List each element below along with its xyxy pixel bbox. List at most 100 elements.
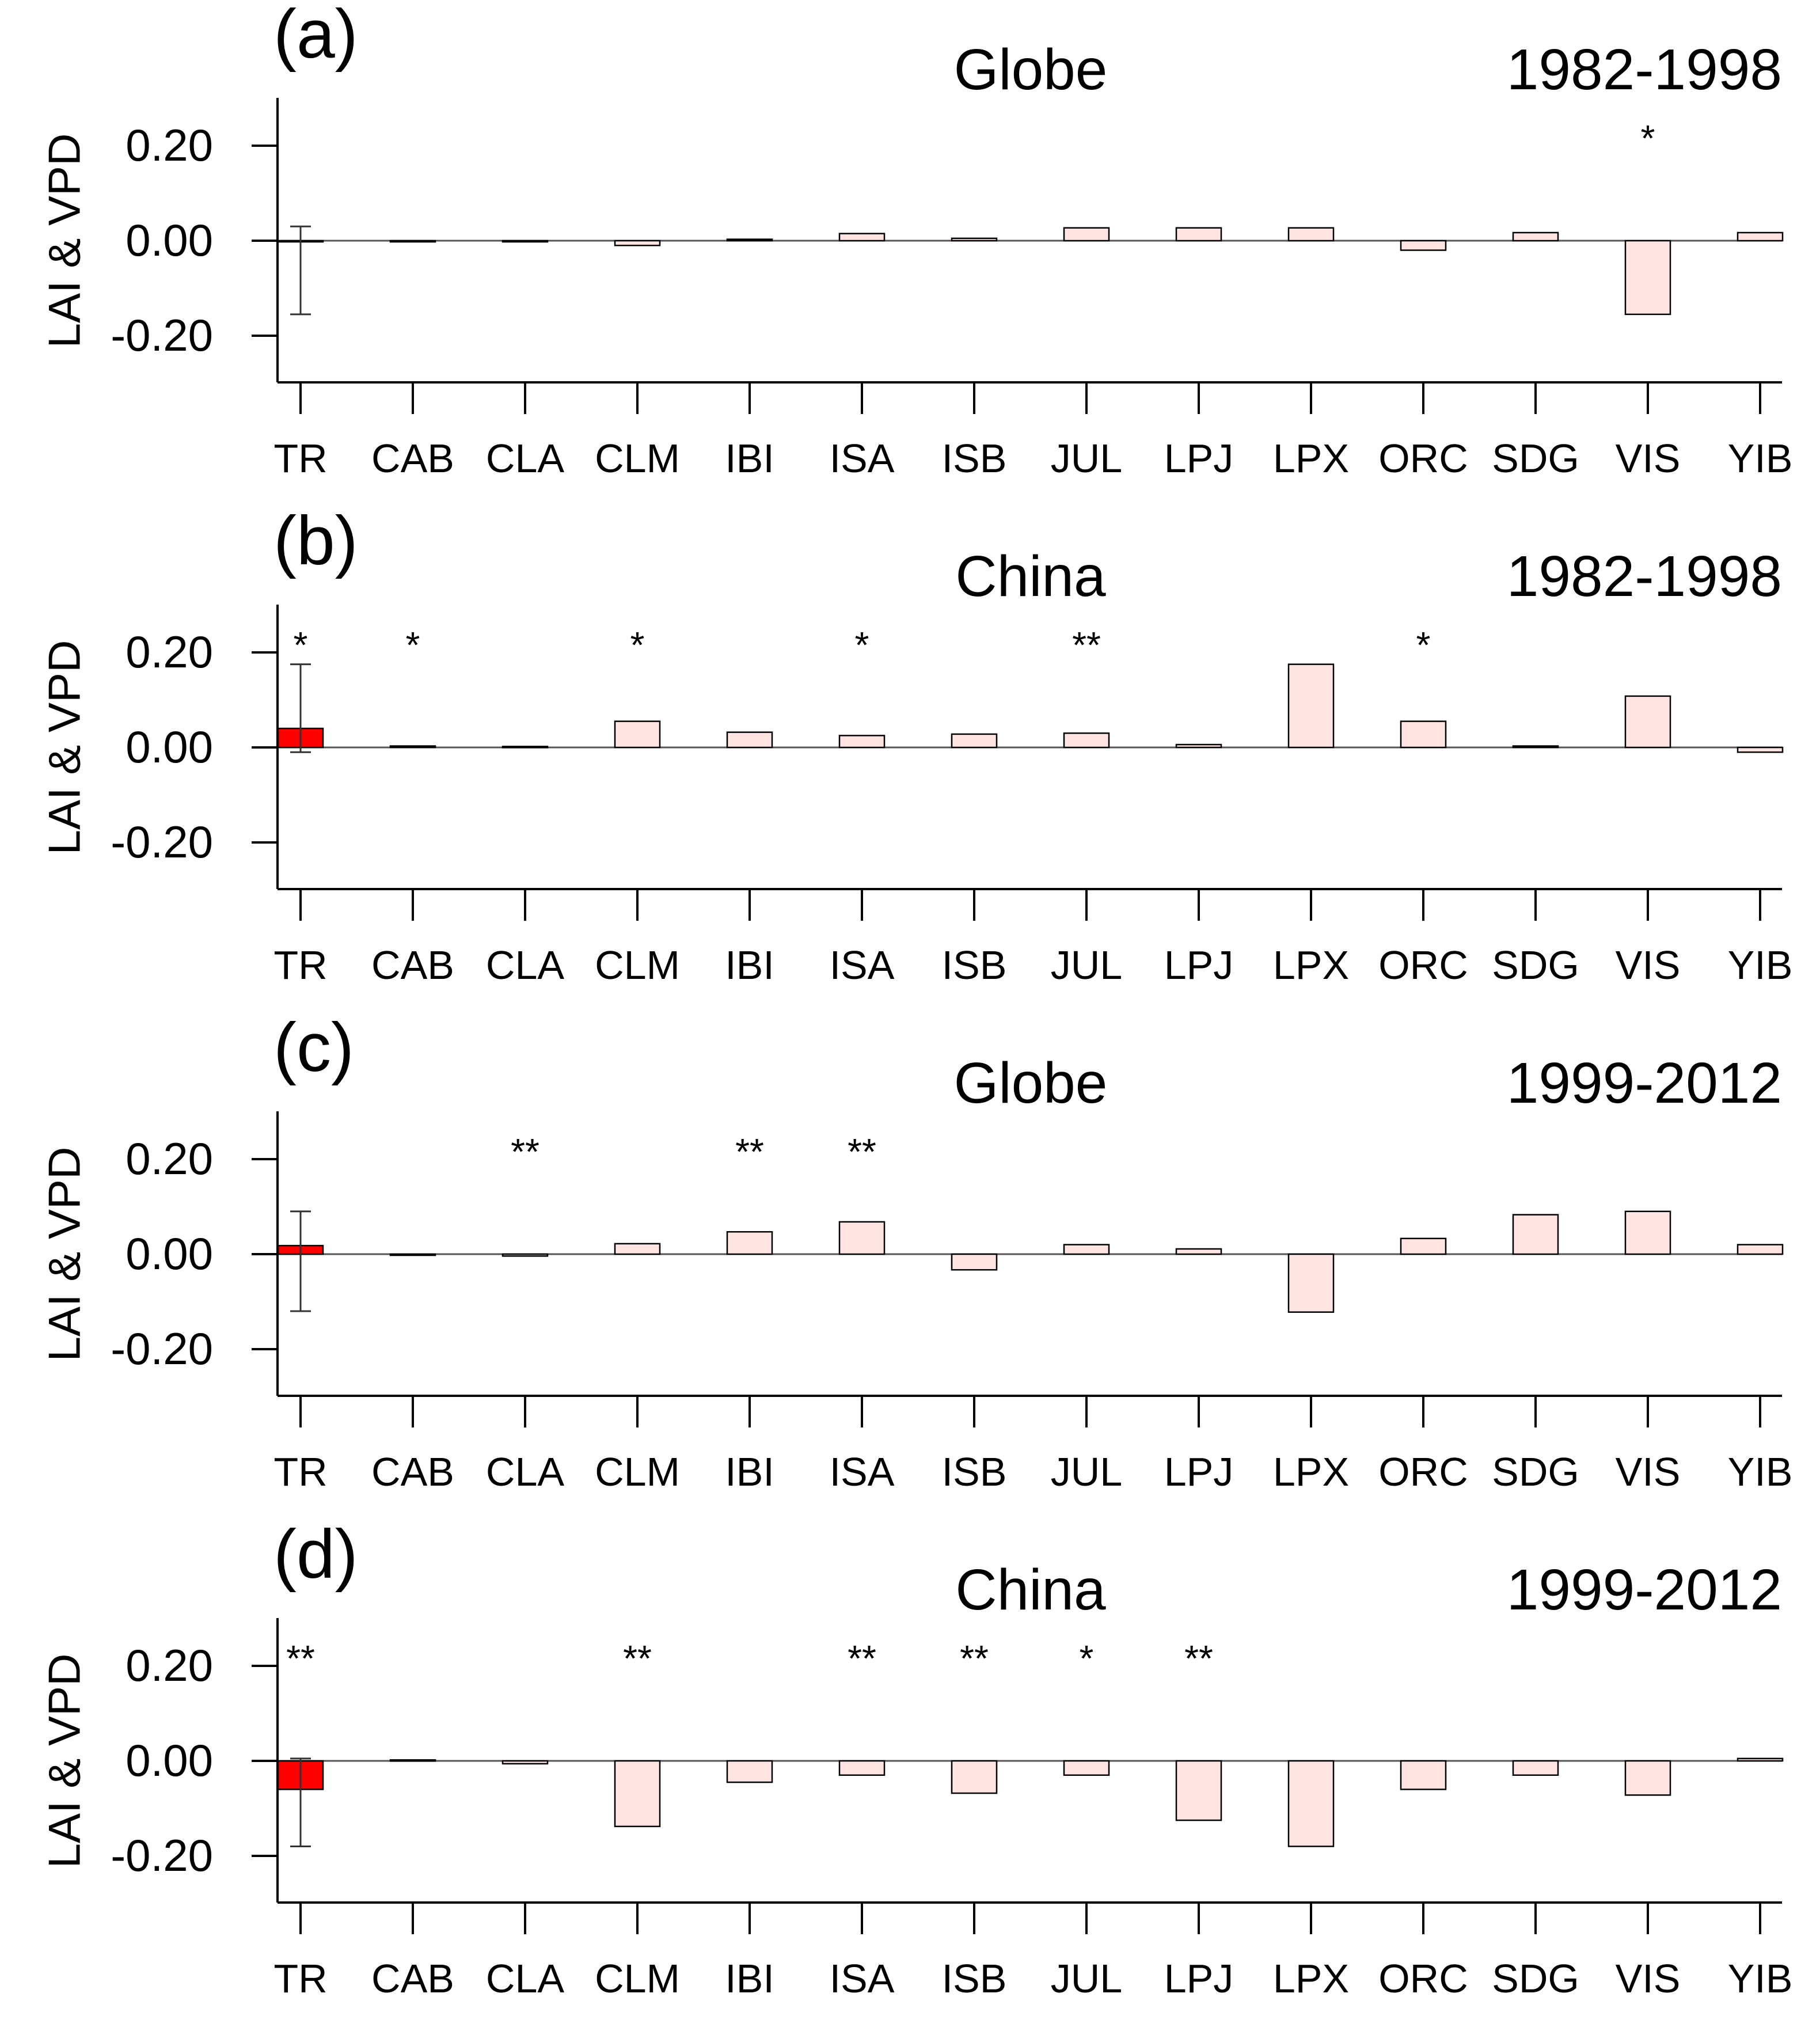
bar-isa bbox=[838, 1760, 886, 1776]
x-tick-label: LPJ bbox=[1164, 1956, 1234, 2001]
significance-mark: * bbox=[1416, 624, 1431, 666]
chart-title: China bbox=[955, 544, 1106, 609]
x-tick-label: CAB bbox=[371, 1449, 454, 1494]
panel-label: (a) bbox=[273, 0, 358, 73]
panel-a: (a) Globe 1982-1998 LAI & VPD 0.20 0.00 -0.20 *… bbox=[39, 0, 1793, 481]
x-tick-label: TR bbox=[273, 1956, 327, 2001]
y-tick-label: -0.20 bbox=[111, 1830, 213, 1881]
x-tick-label: ORC bbox=[1378, 1449, 1468, 1494]
bar-lpj bbox=[1175, 743, 1222, 749]
bar-sdg bbox=[1512, 231, 1559, 242]
bar-ibi bbox=[726, 731, 773, 749]
x-tick-label: LPJ bbox=[1164, 1449, 1234, 1494]
y-tick-label: 0.20 bbox=[126, 120, 213, 170]
x-tick-label: SDG bbox=[1492, 943, 1579, 988]
y-axis-label: LAI & VPD bbox=[39, 134, 90, 348]
x-tick-label: CLM bbox=[595, 943, 680, 988]
bar-jul bbox=[1063, 1244, 1110, 1255]
y-tick-label: 0.00 bbox=[126, 722, 213, 772]
bar-clm bbox=[614, 1243, 661, 1255]
bar-ibi bbox=[726, 238, 773, 242]
x-tick-label: CAB bbox=[371, 943, 454, 988]
chart-period: 1999-2012 bbox=[1507, 1558, 1782, 1622]
bar-isb bbox=[951, 1760, 998, 1794]
x-tick-label: CLA bbox=[486, 436, 564, 481]
x-tick-label: VIS bbox=[1616, 1449, 1681, 1494]
chart-period: 1982-1998 bbox=[1507, 37, 1782, 102]
y-tick-label: 0.20 bbox=[126, 1640, 213, 1691]
significance-mark: * bbox=[1641, 117, 1655, 159]
x-tick-label: TR bbox=[273, 943, 327, 988]
chart-title: China bbox=[955, 1558, 1106, 1622]
y-tick-label: 0.20 bbox=[126, 626, 213, 677]
bar-cab bbox=[389, 745, 436, 749]
bar-cab bbox=[389, 240, 436, 243]
bar-lpj bbox=[1175, 227, 1222, 242]
bar-clm bbox=[614, 240, 661, 246]
x-tick-label: CAB bbox=[371, 436, 454, 481]
y-tick-label: -0.20 bbox=[111, 817, 213, 867]
x-tick-label: LPJ bbox=[1164, 436, 1234, 481]
bar-isb bbox=[951, 1253, 998, 1271]
x-tick-label: YIB bbox=[1728, 436, 1793, 481]
bar-orc bbox=[1400, 240, 1447, 251]
x-tick-label: JUL bbox=[1051, 943, 1122, 988]
x-tick-label: YIB bbox=[1728, 943, 1793, 988]
bar-lpj bbox=[1175, 1760, 1222, 1821]
significance-mark: ** bbox=[1072, 624, 1101, 666]
bar-vis bbox=[1624, 1760, 1671, 1796]
bar-sdg bbox=[1512, 745, 1559, 749]
x-tick-label: CLA bbox=[486, 1956, 564, 2001]
chart-period: 1999-2012 bbox=[1507, 1051, 1782, 1115]
x-tick-label: ISB bbox=[942, 1449, 1007, 1494]
significance-mark: * bbox=[294, 624, 308, 666]
bar-isa bbox=[838, 233, 886, 242]
y-axis-label: LAI & VPD bbox=[39, 1654, 90, 1869]
bar-cab bbox=[389, 1253, 436, 1256]
panel-b: (b) China 1982-1998 LAI & VPD 0.20 0.00 -0.20 *… bbox=[39, 502, 1793, 988]
x-tick-label: SDG bbox=[1492, 436, 1579, 481]
bar-lpj bbox=[1175, 1248, 1222, 1255]
y-tick-label: -0.20 bbox=[111, 1323, 213, 1374]
x-tick-label: VIS bbox=[1616, 1956, 1681, 2001]
x-tick-label: SDG bbox=[1492, 1956, 1579, 2001]
significance-mark: * bbox=[630, 624, 645, 666]
chart-period: 1982-1998 bbox=[1507, 544, 1782, 609]
bar-jul bbox=[1063, 227, 1110, 242]
x-tick-label: TR bbox=[273, 1449, 327, 1494]
x-tick-label: ISA bbox=[830, 436, 895, 481]
y-axis-label: LAI & VPD bbox=[39, 640, 90, 855]
bar-jul bbox=[1063, 1760, 1110, 1776]
x-tick-label: ISB bbox=[942, 1956, 1007, 2001]
y-axis-label: LAI & VPD bbox=[39, 1147, 90, 1362]
x-tick-label: SDG bbox=[1492, 1449, 1579, 1494]
x-tick-label: YIB bbox=[1728, 1449, 1793, 1494]
bar-lpx bbox=[1287, 227, 1335, 242]
y-tick-label: 0.00 bbox=[126, 215, 213, 265]
bar-isb bbox=[951, 733, 998, 749]
x-tick-label: IBI bbox=[725, 943, 774, 988]
panel-c: (c) Globe 1999-2012 LAI & VPD 0.20 0.00 -0.20 *… bbox=[39, 1009, 1793, 1494]
y-tick-label: 0.00 bbox=[126, 1228, 213, 1279]
bar-cla bbox=[501, 1760, 549, 1765]
x-tick-label: LPX bbox=[1273, 1956, 1349, 2001]
bar-sdg bbox=[1512, 1760, 1559, 1776]
significance-mark: ** bbox=[623, 1638, 652, 1679]
x-tick-label: ORC bbox=[1378, 943, 1468, 988]
bar-vis bbox=[1624, 695, 1671, 749]
significance-mark: ** bbox=[511, 1131, 539, 1172]
bar-cla bbox=[501, 746, 549, 749]
significance-mark: * bbox=[406, 624, 420, 666]
bar-isa bbox=[838, 1221, 886, 1255]
x-tick-label: CAB bbox=[371, 1956, 454, 2001]
bar-ibi bbox=[726, 1231, 773, 1255]
bar-vis bbox=[1624, 240, 1671, 316]
x-tick-label: CLA bbox=[486, 1449, 564, 1494]
significance-mark: ** bbox=[1184, 1638, 1213, 1679]
bar-ibi bbox=[726, 1760, 773, 1783]
significance-mark: ** bbox=[286, 1638, 315, 1679]
x-tick-label: VIS bbox=[1616, 436, 1681, 481]
bar-vis bbox=[1624, 1210, 1671, 1255]
x-tick-label: ISA bbox=[830, 1956, 895, 2001]
